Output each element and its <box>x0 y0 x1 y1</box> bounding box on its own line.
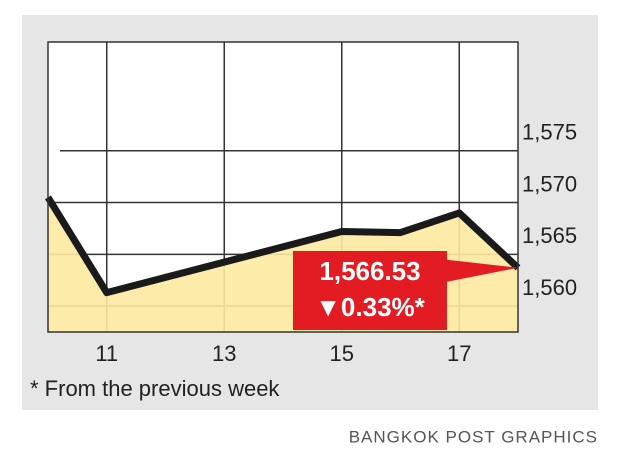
x-tick-label: 17 <box>447 341 471 366</box>
y-tick-label: 1,565 <box>522 223 577 248</box>
footnote: * From the previous week <box>30 376 280 401</box>
plot-frame <box>47 41 519 333</box>
source: BANGKOK POST GRAPHICS <box>349 427 598 446</box>
y-tick-label: 1,575 <box>522 120 577 145</box>
y-tick-label: 1,570 <box>522 171 577 196</box>
y-tick-label: 1,560 <box>522 275 577 300</box>
x-tick-label: 11 <box>95 341 118 366</box>
x-tick-label: 15 <box>330 341 354 366</box>
annotation-box <box>293 251 518 330</box>
x-tick-label: 13 <box>212 341 236 366</box>
annotation-value: 1,566.53 <box>319 256 420 286</box>
annotation-change: ▼0.33%* <box>315 292 425 322</box>
line <box>45 195 521 297</box>
